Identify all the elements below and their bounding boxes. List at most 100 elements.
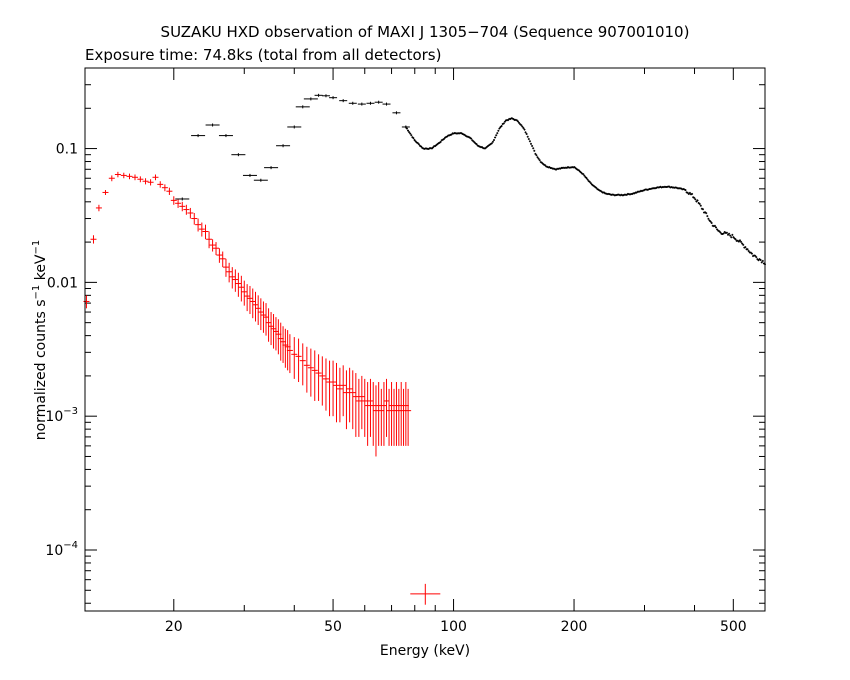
data-point-black <box>699 204 702 207</box>
data-point-black <box>715 226 718 229</box>
data-point-black <box>405 127 408 130</box>
data-point-red <box>95 204 102 212</box>
data-point-red <box>249 288 256 319</box>
data-point-black <box>722 232 725 235</box>
data-point-red <box>295 338 302 383</box>
data-point-black <box>494 136 497 139</box>
data-point-red <box>132 174 139 181</box>
data-point-red <box>114 171 121 178</box>
data-point-red <box>241 280 248 306</box>
data-point-black <box>760 261 763 264</box>
data-point-black <box>175 197 190 201</box>
data-point-black <box>701 208 704 211</box>
data-point-black <box>688 191 691 194</box>
data-point-red <box>147 179 154 186</box>
data-point-black <box>329 96 338 100</box>
data-point-red <box>372 385 379 457</box>
data-point-black <box>498 127 501 130</box>
data-point-black <box>231 153 246 157</box>
data-point-red <box>206 231 213 249</box>
data-point-black <box>527 138 530 141</box>
data-point-red <box>380 382 387 446</box>
data-point-black <box>416 142 419 145</box>
data-point-black <box>439 140 442 143</box>
data-point-black <box>533 149 536 152</box>
data-points <box>83 93 766 605</box>
y-tick-label: 10−4 <box>45 540 78 559</box>
data-point-black <box>414 140 417 143</box>
data-point-black <box>295 105 310 109</box>
data-point-black <box>205 123 220 127</box>
data-point-black <box>742 243 745 246</box>
data-point-black <box>573 166 576 169</box>
data-point-black <box>713 224 716 227</box>
data-point-black <box>707 217 710 220</box>
data-point-black <box>450 133 453 136</box>
data-point-black <box>744 246 747 249</box>
data-point-black <box>314 93 323 97</box>
data-point-black <box>750 252 753 255</box>
data-point-black <box>732 236 735 239</box>
data-point-black <box>521 125 524 128</box>
data-point-black <box>507 119 510 122</box>
data-point-red <box>286 334 293 374</box>
data-point-black <box>582 173 585 176</box>
data-point-red <box>202 224 209 240</box>
data-point-red <box>322 358 329 411</box>
data-point-red <box>257 298 264 331</box>
y-tick-label: 10−3 <box>45 406 78 425</box>
data-point-black <box>357 102 366 106</box>
data-point-black <box>525 132 528 135</box>
x-axis-label: Energy (keV) <box>380 643 470 659</box>
tick-labels: 20 50 100 200 500 0.1 0.01 10−3 10−4 <box>45 142 746 635</box>
data-point-red <box>238 275 245 302</box>
data-point-black <box>709 220 712 223</box>
data-point-red <box>198 222 205 237</box>
data-point-red <box>336 367 343 423</box>
data-point-black <box>321 94 330 98</box>
data-point-black <box>410 134 413 137</box>
data-point-black <box>473 141 476 144</box>
data-point-black <box>719 231 722 234</box>
data-point-black <box>740 240 743 243</box>
data-point-red <box>175 198 182 208</box>
data-point-red <box>142 178 149 185</box>
data-point-black <box>577 169 580 172</box>
data-point-black <box>490 142 493 145</box>
data-point-black <box>731 233 734 236</box>
data-point-red <box>229 267 236 289</box>
data-point-black <box>756 258 759 261</box>
data-point-black <box>409 132 412 135</box>
data-point-black <box>536 156 539 159</box>
y-tick-label: 0.01 <box>47 275 78 291</box>
data-point-black <box>749 251 752 254</box>
data-point-red <box>120 172 127 179</box>
data-point-black <box>218 134 233 138</box>
data-point-red <box>355 378 362 437</box>
data-point-black <box>706 215 709 218</box>
data-point-black <box>339 99 348 103</box>
plot-frame <box>84 67 766 612</box>
data-point-black <box>522 127 525 130</box>
data-point-black <box>446 135 449 138</box>
data-point-red <box>349 370 356 430</box>
data-point-black <box>496 132 499 135</box>
data-point-black <box>580 171 583 174</box>
data-point-red <box>405 388 412 446</box>
data-point-red <box>126 173 133 180</box>
data-point-black <box>518 121 521 124</box>
data-point-black <box>729 234 732 237</box>
x-tick-label: 200 <box>561 619 588 635</box>
data-point-black <box>417 143 420 146</box>
data-point-red <box>246 285 253 315</box>
data-point-black <box>710 221 713 224</box>
data-point-black <box>532 147 535 150</box>
data-point-red <box>183 204 190 215</box>
data-point-black <box>725 231 728 234</box>
data-point-red <box>90 235 97 244</box>
data-point-black <box>586 178 589 181</box>
data-point-black <box>534 152 537 155</box>
data-point-black <box>493 139 496 142</box>
data-point-black <box>747 250 750 253</box>
data-point-black <box>404 125 407 128</box>
